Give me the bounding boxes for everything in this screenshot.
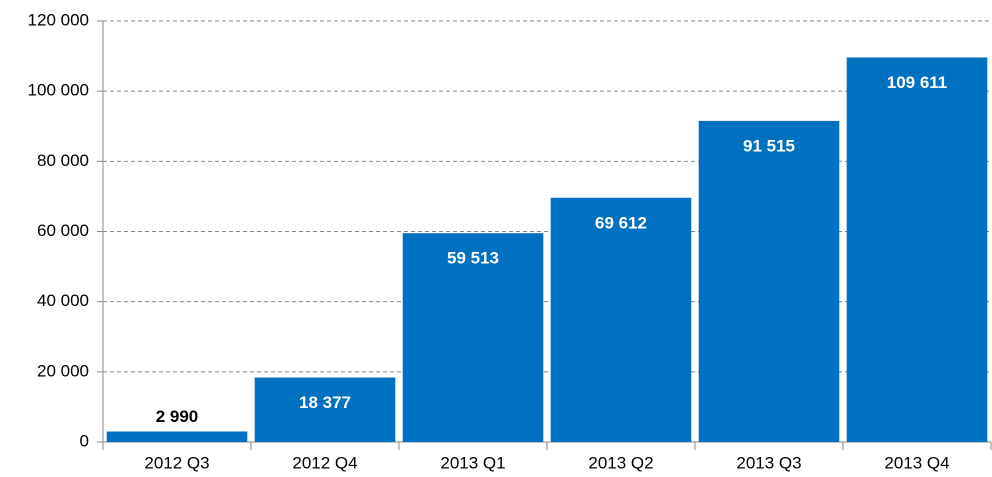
- data-label: 2 990: [156, 407, 199, 426]
- x-tick-label: 2013 Q4: [884, 453, 949, 472]
- bar: [698, 120, 840, 442]
- x-tick-label: 2013 Q2: [588, 453, 653, 472]
- y-tick-label: 20 000: [37, 361, 89, 380]
- data-label: 69 612: [595, 213, 647, 232]
- y-tick-label: 40 000: [37, 291, 89, 310]
- x-tick-label: 2012 Q4: [292, 453, 357, 472]
- y-tick-label: 60 000: [37, 221, 89, 240]
- data-label: 18 377: [299, 393, 351, 412]
- bar: [846, 57, 988, 443]
- data-label: 59 513: [447, 249, 499, 268]
- bar: [106, 431, 248, 442]
- x-tick-label: 2012 Q3: [144, 453, 209, 472]
- x-tick-label: 2013 Q1: [440, 453, 505, 472]
- y-tick-label: 120 000: [28, 10, 89, 29]
- x-tick-label: 2013 Q3: [736, 453, 801, 472]
- bar: [254, 377, 396, 442]
- y-tick-label: 0: [80, 431, 89, 450]
- data-label: 91 515: [743, 136, 795, 155]
- bar: [402, 233, 544, 442]
- data-label: 109 611: [887, 73, 948, 92]
- y-tick-label: 100 000: [28, 81, 89, 100]
- y-tick-label: 80 000: [37, 151, 89, 170]
- bar: [550, 197, 692, 442]
